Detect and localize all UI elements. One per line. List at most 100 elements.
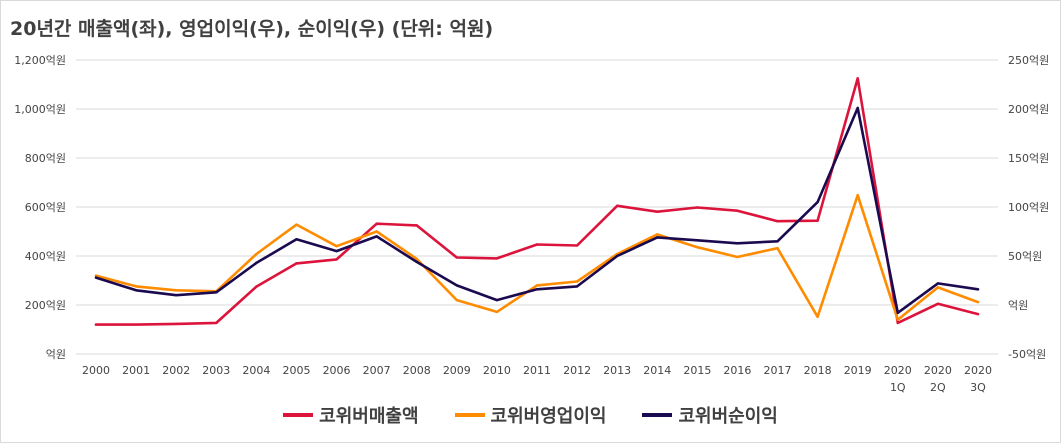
y-right-tick-label: 200억원 — [1008, 103, 1049, 116]
x-tick-label: 2012 — [563, 364, 591, 377]
series-line-1 — [94, 193, 980, 322]
x-tick-label: 2006 — [323, 364, 351, 377]
y-left-tick-label: 억원 — [46, 348, 66, 361]
data-point-1 — [896, 318, 899, 321]
series-line-2 — [94, 106, 980, 315]
y-right-tick-label: 억원 — [1008, 299, 1028, 312]
data-point-0 — [215, 321, 218, 325]
data-point-0 — [455, 256, 459, 259]
data-point-0 — [776, 220, 779, 223]
data-point-0 — [255, 285, 258, 288]
y-left-tick-label: 400억원 — [25, 250, 66, 263]
x-tick-label: 2020 — [884, 364, 912, 377]
y-left-tick-label: 1,000억원 — [14, 103, 66, 116]
x-tick-label: 2Q — [930, 381, 946, 394]
data-point-0 — [816, 219, 819, 222]
data-point-2 — [134, 289, 138, 292]
data-point-1 — [776, 246, 779, 250]
legend-item-net-income: 코위버순이익 — [642, 402, 778, 428]
data-point-0 — [936, 302, 940, 305]
data-point-0 — [295, 262, 298, 265]
data-point-2 — [495, 298, 499, 302]
data-point-1 — [696, 245, 699, 249]
x-tick-label: 2003 — [202, 364, 230, 377]
x-tick-label: 2004 — [242, 364, 270, 377]
data-point-2 — [175, 294, 178, 297]
x-tick-label: 2002 — [162, 364, 190, 377]
legend-swatch-operating-profit — [454, 413, 485, 417]
data-point-2 — [535, 288, 539, 291]
data-point-1 — [656, 233, 659, 236]
legend-swatch-net-income — [642, 413, 673, 417]
legend-item-sales: 코위버매출액 — [283, 402, 419, 428]
data-point-1 — [936, 286, 940, 289]
legend-label-net-income: 코위버순이익 — [678, 406, 778, 427]
y-right-tick-label: 50억원 — [1008, 250, 1042, 263]
data-point-2 — [976, 288, 980, 291]
x-tick-label: 2019 — [844, 364, 872, 377]
x-tick-label: 2005 — [282, 364, 310, 377]
x-tick-label: 2007 — [363, 364, 391, 377]
data-point-1 — [816, 315, 819, 318]
data-point-1 — [375, 230, 378, 233]
data-point-2 — [94, 276, 98, 279]
x-tick-label: 2008 — [403, 364, 431, 377]
data-point-0 — [976, 312, 980, 316]
data-point-0 — [575, 244, 579, 247]
x-tick-label: 2017 — [764, 364, 792, 377]
data-point-0 — [896, 321, 899, 325]
chart-legend: 코위버매출액 코위버영업이익 코위버순이익 — [0, 402, 1061, 428]
data-point-0 — [696, 206, 699, 209]
y-right-tick-label: 250억원 — [1008, 54, 1049, 67]
data-point-1 — [535, 284, 539, 287]
data-point-2 — [696, 239, 699, 242]
data-point-2 — [335, 249, 338, 253]
data-point-0 — [656, 210, 659, 213]
x-tick-label: 2010 — [483, 364, 511, 377]
data-point-2 — [816, 200, 819, 204]
data-point-1 — [736, 255, 739, 259]
data-point-0 — [375, 222, 378, 225]
data-point-0 — [134, 323, 138, 326]
data-point-1 — [575, 280, 579, 283]
data-point-1 — [335, 245, 338, 248]
data-point-0 — [495, 257, 499, 260]
data-point-0 — [615, 204, 619, 207]
data-point-1 — [856, 194, 859, 197]
x-tick-label: 2001 — [122, 364, 150, 377]
data-point-2 — [375, 235, 378, 238]
x-tick-label: 2018 — [804, 364, 832, 377]
y-left-tick-label: 600억원 — [25, 201, 66, 214]
x-tick-label: 1Q — [890, 381, 906, 394]
data-point-1 — [976, 300, 980, 304]
data-point-1 — [455, 298, 459, 302]
x-tick-label: 2009 — [443, 364, 471, 377]
legend-label-operating-profit: 코위버영업이익 — [490, 406, 607, 427]
legend-item-operating-profit: 코위버영업이익 — [454, 402, 607, 428]
data-point-2 — [215, 291, 218, 294]
legend-label-sales: 코위버매출액 — [319, 406, 419, 427]
series-line-0 — [94, 77, 980, 326]
data-point-1 — [94, 274, 98, 277]
x-tick-label: 2020 — [964, 364, 992, 377]
y-left-tick-label: 1,200억원 — [14, 54, 66, 67]
y-right-tick-label: 100억원 — [1008, 201, 1049, 214]
data-point-2 — [936, 282, 940, 285]
data-point-1 — [295, 223, 298, 226]
data-point-2 — [415, 260, 418, 264]
x-tick-label: 2016 — [723, 364, 751, 377]
data-point-2 — [856, 106, 859, 110]
data-point-0 — [175, 322, 178, 326]
x-tick-label: 2014 — [643, 364, 671, 377]
data-point-1 — [134, 285, 138, 288]
data-point-2 — [656, 236, 659, 239]
data-point-1 — [495, 310, 499, 314]
data-point-1 — [255, 252, 258, 256]
y-left-tick-label: 800억원 — [25, 152, 66, 165]
x-tick-label: 2020 — [924, 364, 952, 377]
data-point-0 — [94, 323, 98, 326]
data-point-1 — [415, 257, 418, 261]
data-point-1 — [175, 289, 178, 292]
